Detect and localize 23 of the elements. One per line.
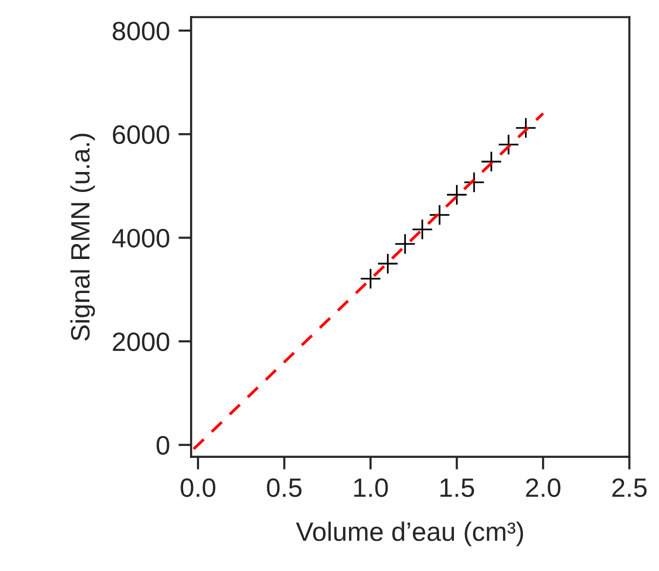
point xyxy=(463,172,485,193)
x-tick-label: 0.0 xyxy=(180,478,216,498)
point xyxy=(498,134,520,156)
x-axis-title: Volume d’eau (cm³) xyxy=(296,522,523,546)
point xyxy=(446,184,468,206)
point xyxy=(394,233,416,255)
x-tick-label: 1.5 xyxy=(440,478,474,498)
x-tick-label: 2.5 xyxy=(612,478,647,498)
y-tick-label: 4000 xyxy=(112,228,170,248)
point xyxy=(480,150,502,172)
point xyxy=(515,117,536,139)
y-tick-label: 2000 xyxy=(112,332,170,352)
point xyxy=(412,218,433,240)
y-tick-label: 6000 xyxy=(112,125,170,144)
y-axis-title: Signal RMN (u.a.) xyxy=(70,134,95,341)
point xyxy=(428,204,450,226)
y-tick-label: 0 xyxy=(156,436,170,455)
x-tick-label: 2.0 xyxy=(526,478,560,498)
point xyxy=(377,252,398,274)
x-tick-label: 1.0 xyxy=(354,478,388,498)
point xyxy=(360,268,382,290)
x-tick-label: 0.5 xyxy=(266,478,302,498)
y-tick-label: 8000 xyxy=(112,22,170,40)
